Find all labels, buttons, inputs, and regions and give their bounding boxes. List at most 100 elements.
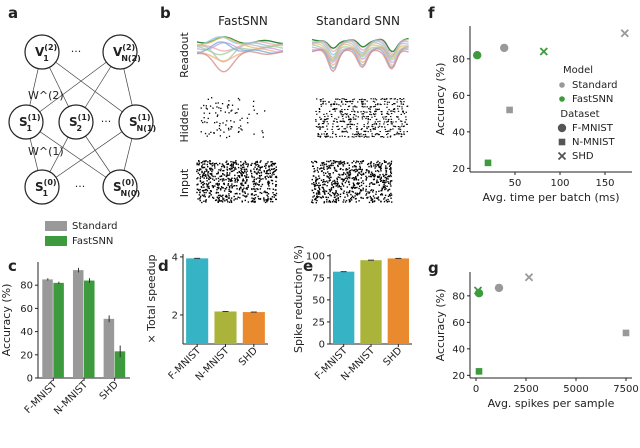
input-dot-standard bbox=[346, 191, 348, 193]
spike-dot-standard bbox=[400, 101, 403, 103]
input-dot-fastsnn bbox=[217, 194, 220, 197]
spike-dot-standard bbox=[348, 118, 350, 120]
input-dot-standard bbox=[315, 176, 317, 179]
spike-dot-standard bbox=[326, 128, 329, 130]
spike-dot-standard bbox=[344, 113, 346, 115]
input-dot-fastsnn bbox=[275, 184, 278, 186]
input-dot-standard bbox=[336, 177, 338, 180]
input-dot-fastsnn bbox=[243, 166, 245, 168]
input-dot-fastsnn bbox=[200, 168, 202, 170]
input-dot-fastsnn bbox=[207, 166, 209, 168]
input-dot-fastsnn bbox=[200, 182, 203, 184]
spike-dot-fastsnn bbox=[231, 126, 233, 128]
spike-dot-standard bbox=[366, 136, 368, 138]
input-dot-fastsnn bbox=[206, 189, 209, 192]
input-dot-standard bbox=[362, 182, 365, 185]
input-dot-fastsnn bbox=[230, 170, 233, 173]
input-dot-standard bbox=[344, 201, 347, 203]
input-dot-fastsnn bbox=[273, 162, 276, 165]
spike-dot-standard bbox=[346, 131, 349, 133]
spike-dot-fastsnn bbox=[208, 133, 210, 135]
input-dot-standard bbox=[359, 190, 362, 192]
spike-dot-standard bbox=[385, 131, 387, 133]
input-dot-standard bbox=[351, 169, 353, 171]
input-dot-standard bbox=[384, 188, 386, 191]
input-dot-standard bbox=[374, 167, 376, 169]
readout-trace-standard bbox=[311, 49, 409, 73]
panel-a-label: a bbox=[8, 4, 18, 22]
input-dot-standard bbox=[389, 168, 391, 170]
input-dot-fastsnn bbox=[259, 167, 262, 169]
input-dot-fastsnn bbox=[243, 162, 245, 164]
spike-dot-standard bbox=[332, 131, 334, 133]
spike-dot-standard bbox=[394, 111, 396, 113]
input-dot-fastsnn bbox=[201, 201, 203, 204]
spike-dot-standard bbox=[344, 128, 347, 130]
spike-dot-standard bbox=[362, 113, 365, 115]
input-dot-standard bbox=[335, 190, 337, 192]
input-dot-fastsnn bbox=[199, 168, 201, 170]
input-dot-standard bbox=[368, 191, 371, 193]
spike-dot-standard bbox=[352, 108, 354, 110]
input-dot-standard bbox=[384, 161, 386, 163]
point-fastsnn-f-mnist bbox=[473, 51, 482, 60]
spike-dot-standard bbox=[370, 130, 372, 132]
spike-dot-standard bbox=[403, 101, 405, 103]
spike-dot-standard bbox=[341, 126, 343, 128]
spike-dot-standard bbox=[320, 105, 323, 107]
input-dot-fastsnn bbox=[266, 170, 268, 172]
input-dot-fastsnn bbox=[223, 183, 225, 186]
input-dot-standard bbox=[355, 193, 358, 196]
spike-dot-standard bbox=[347, 123, 349, 125]
node-s1-layer1: S(1) 1 bbox=[8, 104, 44, 140]
input-dot-fastsnn bbox=[254, 201, 256, 203]
input-dot-fastsnn bbox=[268, 165, 271, 167]
input-dot-fastsnn bbox=[262, 178, 264, 180]
node-sN-layer1-circle bbox=[118, 104, 154, 140]
input-dot-standard bbox=[385, 170, 388, 172]
input-dot-standard bbox=[375, 191, 377, 193]
input-dot-standard bbox=[325, 190, 328, 192]
input-dot-fastsnn bbox=[220, 189, 222, 191]
spike-dot-standard bbox=[367, 118, 369, 120]
input-dot-standard bbox=[335, 201, 337, 204]
input-dot-fastsnn bbox=[268, 168, 271, 170]
input-dot-standard bbox=[388, 182, 390, 184]
input-dot-standard bbox=[337, 197, 339, 199]
spike-dot-standard bbox=[367, 126, 370, 128]
input-dot-standard bbox=[317, 192, 320, 194]
spike-dot-standard bbox=[352, 116, 355, 118]
input-dot-standard bbox=[311, 199, 314, 201]
y-axis-label: Accuracy (%) bbox=[434, 289, 447, 362]
spike-dot-fastsnn bbox=[237, 131, 240, 133]
input-dot-standard bbox=[345, 168, 347, 170]
spike-dot-standard bbox=[401, 108, 403, 110]
spike-dot-standard bbox=[355, 118, 357, 120]
input-dot-standard bbox=[373, 165, 375, 167]
input-dot-fastsnn bbox=[200, 162, 203, 164]
spike-dot-standard bbox=[334, 110, 336, 112]
input-dot-standard bbox=[354, 165, 357, 167]
panel-b-label: b bbox=[160, 4, 171, 22]
bar bbox=[333, 271, 355, 344]
input-dot-fastsnn bbox=[256, 161, 259, 163]
input-dot-standard bbox=[362, 197, 364, 199]
input-dot-standard bbox=[360, 197, 363, 199]
spike-dot-standard bbox=[386, 121, 388, 123]
input-dot-standard bbox=[355, 168, 357, 170]
spike-dot-standard bbox=[357, 101, 359, 103]
input-dot-standard bbox=[350, 199, 353, 201]
subscript: N(2) bbox=[121, 54, 141, 63]
spike-dot-standard bbox=[404, 121, 406, 123]
input-dot-fastsnn bbox=[225, 178, 227, 181]
spike-dot-fastsnn bbox=[225, 124, 227, 126]
spike-dot-standard bbox=[339, 110, 341, 112]
spike-dot-standard bbox=[336, 121, 338, 123]
input-dot-standard bbox=[317, 193, 320, 195]
input-dot-standard bbox=[333, 168, 336, 170]
node-sN-layer0: S(0) N(0) bbox=[102, 169, 140, 205]
spike-dot-standard bbox=[382, 116, 384, 118]
input-dot-standard bbox=[320, 167, 322, 169]
input-dot-standard bbox=[346, 193, 348, 195]
input-dot-standard bbox=[382, 181, 385, 183]
